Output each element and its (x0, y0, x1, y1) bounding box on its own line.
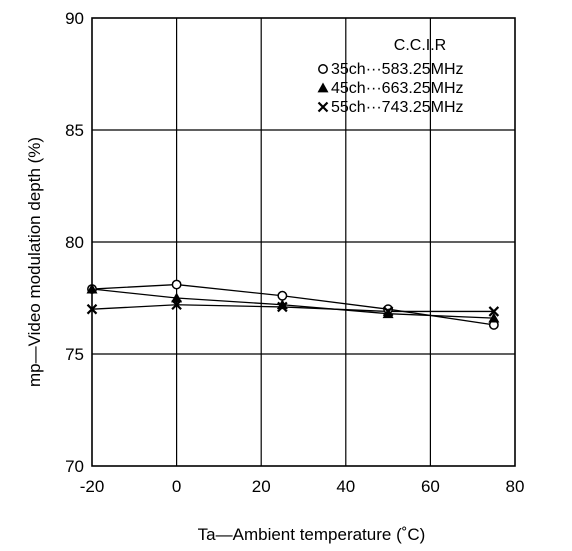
y-tick-label: 75 (65, 345, 84, 364)
data-point-2 (171, 299, 182, 310)
legend-marker-1 (317, 82, 329, 93)
data-point-2 (382, 306, 394, 317)
series-line-0 (91, 283, 494, 326)
series-lines (91, 283, 494, 326)
x-tick-label: 0 (172, 477, 181, 496)
legend-marker-0 (318, 64, 328, 74)
plot-frame (91, 17, 516, 467)
grid (92, 18, 515, 466)
legend-marker-2 (317, 101, 329, 113)
series-line-1 (91, 288, 494, 319)
legend-label-0: 35ch···583.25MHz (331, 61, 464, 78)
data-point-1 (171, 292, 183, 303)
y-tick-label: 70 (65, 457, 84, 476)
data-point-0 (171, 279, 182, 290)
legend: C.C.I.R 35ch···583.25MHz 45ch···663.25MHz… (317, 37, 464, 116)
y-tick-label: 85 (65, 121, 84, 140)
y-axis-title: mp—Video modulation depth (%) (25, 137, 44, 387)
legend-label-1: 45ch···663.25MHz (331, 80, 464, 97)
legend-label-2: 55ch···743.25MHz (331, 99, 464, 116)
x-tick-label: 40 (336, 477, 355, 496)
data-point-1 (276, 299, 288, 310)
legend-title: C.C.I.R (394, 37, 446, 54)
data-point-1 (86, 283, 98, 294)
x-tick-label: 20 (252, 477, 271, 496)
tick-labels: 70 75 80 85 90 -20 0 20 40 60 80 (65, 9, 524, 496)
x-tick-label: 60 (421, 477, 440, 496)
x-tick-label: 80 (506, 477, 525, 496)
data-point-1 (488, 312, 500, 323)
legend-items: 35ch···583.25MHz 45ch···663.25MHz 55ch···7… (317, 61, 464, 116)
x-axis-title: Ta—Ambient temperature (˚C) (198, 525, 426, 544)
x-tick-label: -20 (80, 477, 105, 496)
data-point-2 (86, 303, 98, 315)
series-markers (86, 279, 500, 330)
y-tick-label: 80 (65, 233, 84, 252)
data-point-2 (277, 301, 288, 313)
data-point-2 (488, 306, 500, 317)
data-point-0 (277, 290, 288, 301)
y-tick-label: 90 (65, 9, 84, 28)
